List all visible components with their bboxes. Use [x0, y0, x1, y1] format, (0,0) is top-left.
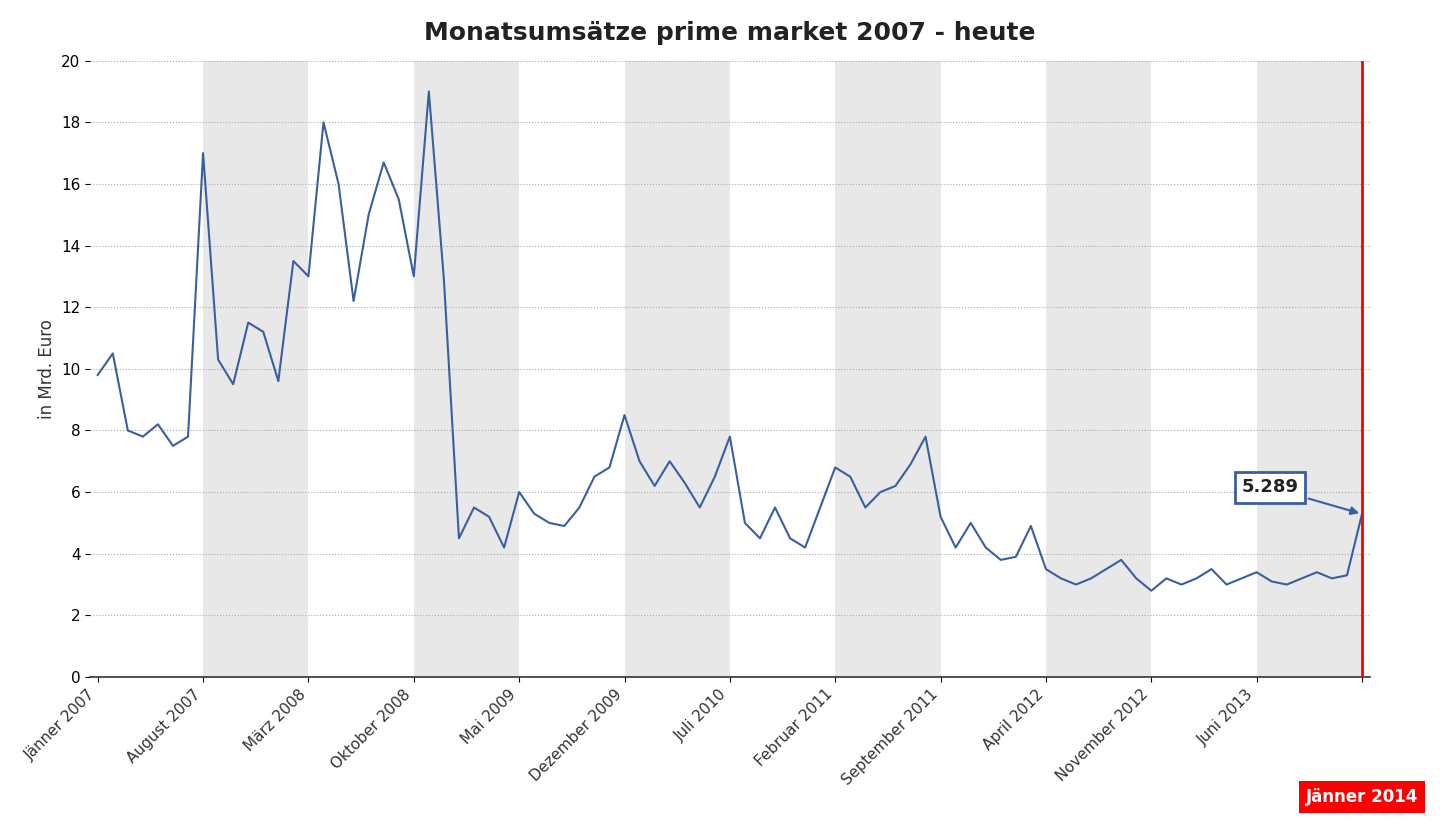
Bar: [835, 61, 940, 677]
Bar: [203, 61, 308, 677]
Bar: [413, 61, 520, 677]
Title: Monatsumsätze prime market 2007 - heute: Monatsumsätze prime market 2007 - heute: [425, 21, 1035, 45]
Y-axis label: in Mrd. Euro: in Mrd. Euro: [37, 319, 56, 419]
Bar: [1257, 61, 1362, 677]
Bar: [625, 61, 730, 677]
Bar: [1045, 61, 1152, 677]
Text: Jänner 2014: Jänner 2014: [1306, 788, 1418, 806]
Text: 5.289: 5.289: [1241, 479, 1356, 514]
